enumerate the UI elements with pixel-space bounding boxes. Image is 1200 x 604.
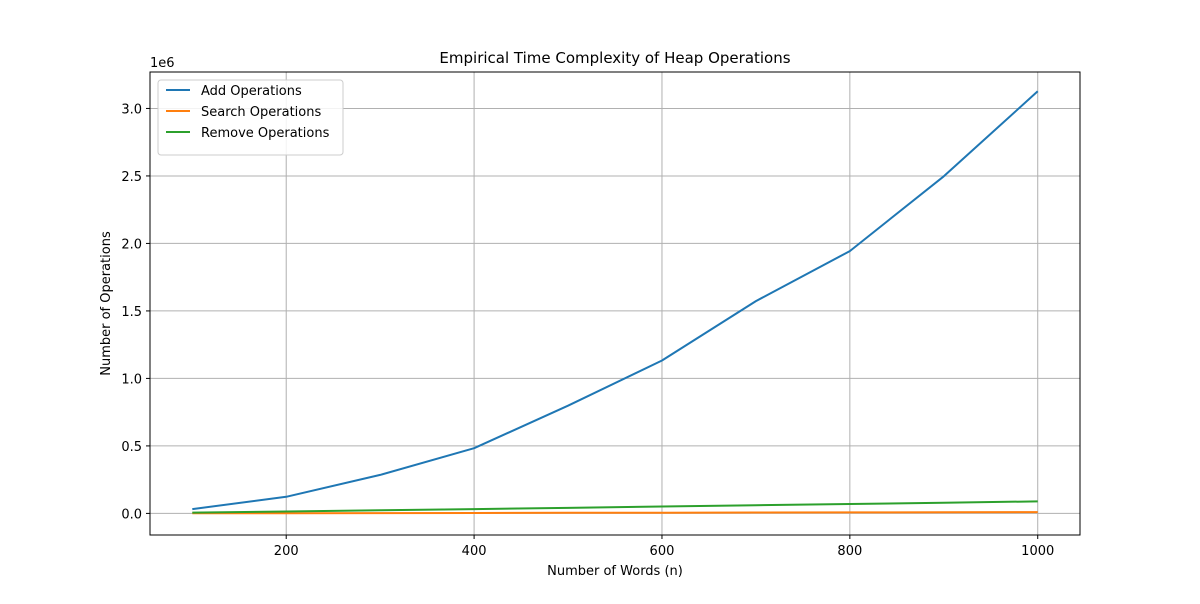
legend-label: Add Operations xyxy=(201,84,302,99)
y-tick-label: 0.0 xyxy=(121,507,142,522)
y-tick-label: 3.0 xyxy=(121,102,142,117)
x-tick-label: 400 xyxy=(462,544,487,559)
x-tick-label: 800 xyxy=(837,544,862,559)
legend-box xyxy=(157,79,344,156)
chart-title: Empirical Time Complexity of Heap Operat… xyxy=(439,49,790,67)
series-lines xyxy=(192,90,1039,515)
series-line xyxy=(192,500,1038,514)
y-tick-label: 2.0 xyxy=(121,237,142,252)
y-axis-label: Number of Operations xyxy=(99,231,114,376)
plot-frame xyxy=(149,71,1081,536)
series-line xyxy=(192,511,1038,515)
legend-label: Search Operations xyxy=(201,105,321,120)
x-tick-label: 1000 xyxy=(1021,544,1054,559)
y-axis-offset-label: 1e6 xyxy=(150,56,175,71)
y-tick-label: 1.5 xyxy=(121,305,142,320)
ticks: 200 400 600 800 1000 0.0 0.5 1.0 1.5 2.0 2.5 3.0 xyxy=(121,102,1054,559)
y-tick-label: 2.5 xyxy=(121,170,142,185)
y-tick-label: 1.0 xyxy=(121,372,142,387)
x-tick-label: 600 xyxy=(650,544,675,559)
series-line xyxy=(192,90,1039,511)
x-axis-label: Number of Words (n) xyxy=(547,564,683,579)
legend-label: Remove Operations xyxy=(201,126,330,141)
y-tick-label: 0.5 xyxy=(121,440,142,455)
grid xyxy=(150,72,1080,535)
legend: Add Operations Search Operations Remove Op… xyxy=(157,79,344,156)
x-tick-label: 200 xyxy=(274,544,299,559)
